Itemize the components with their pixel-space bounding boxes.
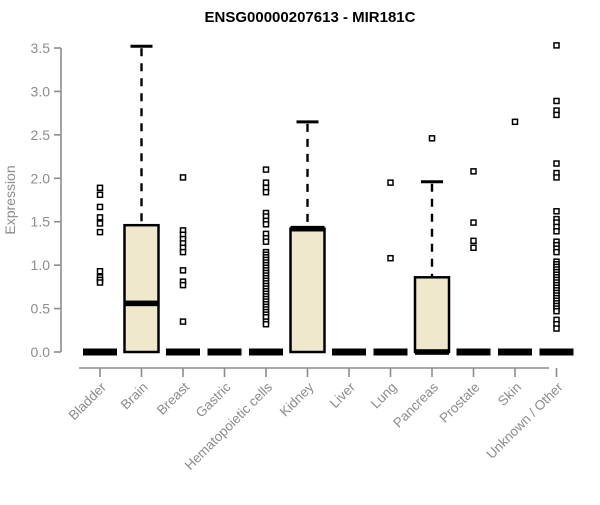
- plot-area: 0.0 0.5 1.0 1.5 2.0 2.5 3.0 3.5 Bladder Brain Brea…: [31, 40, 574, 473]
- outlier-hematopoietic-cells: [262, 179, 270, 186]
- outlier-bladder: [96, 203, 104, 211]
- outlier-breast: [179, 248, 187, 256]
- y-tick-label-3.5: 3.5: [31, 40, 51, 56]
- outlier-lung: [387, 254, 394, 262]
- outlier-breast: [179, 318, 187, 325]
- y-tick-label-3.0: 3.0: [31, 83, 51, 99]
- outlier-hematopoietic-cells: [262, 221, 270, 228]
- outlier-hematopoietic-cells: [262, 166, 270, 173]
- outlier-unknown-other: [553, 228, 560, 235]
- outlier-bladder: [96, 279, 104, 286]
- outlier-breast: [179, 267, 187, 274]
- zero-bar-liver: [332, 348, 366, 356]
- y-tick-label-2.5: 2.5: [31, 127, 51, 143]
- outlier-hematopoietic-cells: [262, 238, 270, 245]
- outlier-bladder: [96, 191, 104, 199]
- outlier-bladder: [96, 228, 104, 236]
- outlier-prostate: [470, 219, 477, 226]
- zero-bar-lung: [373, 348, 408, 356]
- box-kidney: [289, 227, 326, 354]
- outlier-bladder: [96, 184, 104, 192]
- outlier-unknown-other: [553, 174, 560, 181]
- y-tick-label-0.5: 0.5: [31, 301, 51, 317]
- x-category-label-kidney: Kidney: [277, 379, 317, 419]
- outlier-prostate: [470, 244, 477, 252]
- outlier-skin: [511, 118, 519, 126]
- outlier-unknown-other: [553, 325, 560, 332]
- y-tick-label-1.0: 1.0: [31, 257, 51, 273]
- outlier-prostate: [470, 237, 477, 245]
- box-brain: [123, 223, 160, 354]
- outlier-prostate: [470, 168, 477, 175]
- x-category-label-liver: Liver: [327, 379, 359, 411]
- y-tick-label-1.5: 1.5: [31, 214, 51, 230]
- y-tick-label-2.0: 2.0: [31, 170, 51, 186]
- outlier-hematopoietic-cells: [262, 188, 270, 196]
- x-category-label-lung: Lung: [368, 380, 400, 412]
- outlier-breast: [179, 281, 187, 289]
- zero-bar-hematopoietic-cells: [249, 348, 283, 356]
- x-category-label-breast: Breast: [154, 379, 192, 417]
- outlier-pancreas: [428, 135, 436, 142]
- x-category-label-unknown-other: Unknown / Other: [483, 379, 566, 462]
- x-category-label-pancreas: Pancreas: [390, 379, 441, 430]
- outlier-unknown-other: [553, 160, 560, 167]
- zero-bar-gastric: [207, 348, 242, 356]
- zero-bar-unknown-other: [539, 348, 574, 356]
- outlier-unknown-other: [553, 307, 560, 315]
- x-category-label-prostate: Prostate: [436, 380, 482, 426]
- outlier-unknown-other: [553, 208, 560, 215]
- median-line-pancreas: [415, 349, 449, 355]
- box-pancreas: [413, 276, 451, 354]
- y-axis-label: Expression: [2, 165, 18, 234]
- zero-bar-skin: [498, 348, 532, 356]
- outlier-unknown-other: [553, 97, 560, 105]
- median-line-kidney: [290, 225, 325, 232]
- outlier-unknown-other: [553, 248, 560, 256]
- y-tick-label-0.0: 0.0: [31, 344, 51, 360]
- outlier-bladder: [96, 214, 104, 221]
- zero-bar-breast: [166, 348, 200, 356]
- median-line-brain: [124, 300, 159, 307]
- outlier-bladder: [96, 220, 104, 227]
- x-category-label-skin: Skin: [495, 380, 524, 409]
- x-category-label-brain: Brain: [118, 380, 151, 413]
- outlier-lung: [387, 179, 394, 186]
- zero-bar-bladder: [83, 348, 117, 356]
- outlier-breast: [179, 174, 187, 181]
- zero-bar-prostate: [456, 348, 491, 356]
- x-category-label-gastric: Gastric: [193, 379, 234, 420]
- outlier-unknown-other: [553, 111, 560, 119]
- outlier-hematopoietic-cells: [262, 320, 270, 328]
- chart-title: ENSG00000207613 - MIR181C: [205, 9, 416, 26]
- outlier-unknown-other: [553, 42, 560, 49]
- x-category-label-bladder: Bladder: [66, 379, 110, 423]
- outlier-bladder: [96, 267, 104, 275]
